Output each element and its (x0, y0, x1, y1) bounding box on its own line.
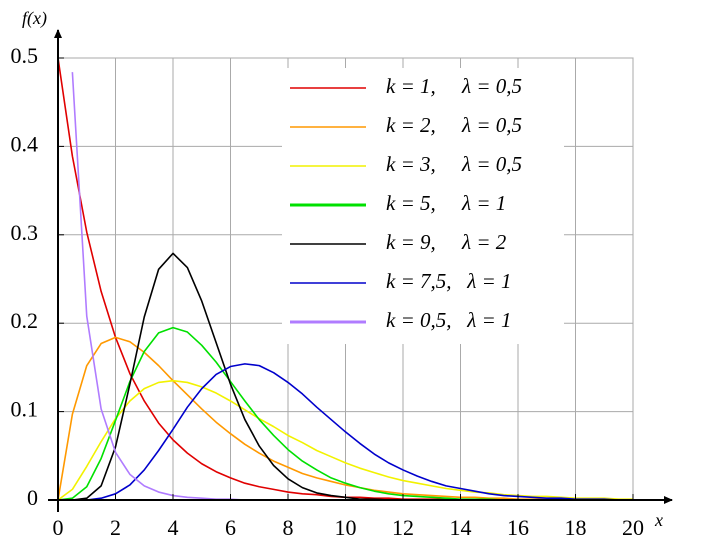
legend-label: k = 3, λ = 0,5 (386, 152, 522, 176)
series-line (58, 379, 633, 501)
legend-label: k = 1, λ = 0,5 (386, 74, 522, 98)
legend-label: k = 9, λ = 2 (386, 230, 507, 254)
legend: k = 1, λ = 0,5 k = 2, λ = 0,5 k = 3, λ = 0… (282, 68, 564, 344)
x-tick-label: 4 (168, 515, 179, 540)
legend-label: k = 2, λ = 0,5 (386, 113, 522, 137)
y-axis-label: f(x) (22, 8, 47, 29)
y-tick-label: 0.5 (11, 43, 39, 68)
x-tick-label: 10 (335, 515, 357, 540)
y-tick-label: 0 (27, 485, 38, 510)
y-tick-label: 0.1 (11, 397, 39, 422)
x-tick-label: 16 (507, 515, 529, 540)
x-tick-label: 14 (450, 515, 472, 540)
x-tick-label: 20 (622, 515, 644, 540)
series-line (58, 363, 633, 501)
x-axis-label: x (654, 510, 663, 530)
ticks: 0 0.1 0.2 0.3 0.4 0.5 0 2 4 6 8 10 12 14 16 18 20 (11, 43, 645, 540)
x-tick-label: 12 (392, 515, 414, 540)
y-tick-label: 0.2 (11, 308, 39, 333)
legend-label: k = 0,5, λ = 1 (386, 308, 512, 332)
y-tick-label: 0.3 (11, 220, 39, 245)
x-tick-label: 18 (565, 515, 587, 540)
y-tick-label: 0.4 (11, 131, 39, 156)
x-tick-label: 2 (110, 515, 121, 540)
x-tick-label: 0 (53, 515, 64, 540)
legend-label: k = 5, λ = 1 (386, 191, 506, 215)
legend-label: k = 7,5, λ = 1 (386, 269, 512, 293)
x-tick-label: 8 (283, 515, 294, 540)
x-tick-label: 6 (225, 515, 236, 540)
